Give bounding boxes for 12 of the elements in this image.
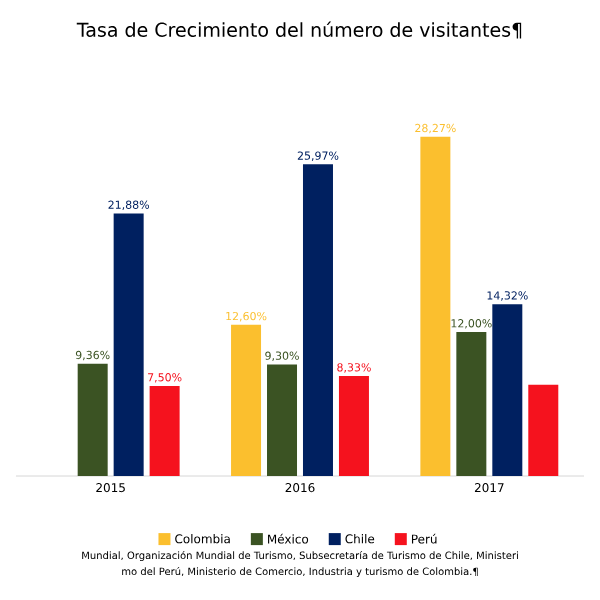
bar — [302, 164, 333, 476]
bar — [528, 384, 559, 476]
bar — [492, 304, 523, 476]
bar — [113, 213, 144, 476]
chart-title: Tasa de Crecimiento del número de visitantes¶ — [76, 21, 522, 39]
bar — [267, 364, 298, 476]
bar — [231, 324, 262, 476]
bar — [77, 363, 108, 476]
bar — [420, 136, 451, 476]
bar — [338, 376, 369, 476]
bar — [456, 331, 487, 476]
bar — [149, 385, 180, 476]
